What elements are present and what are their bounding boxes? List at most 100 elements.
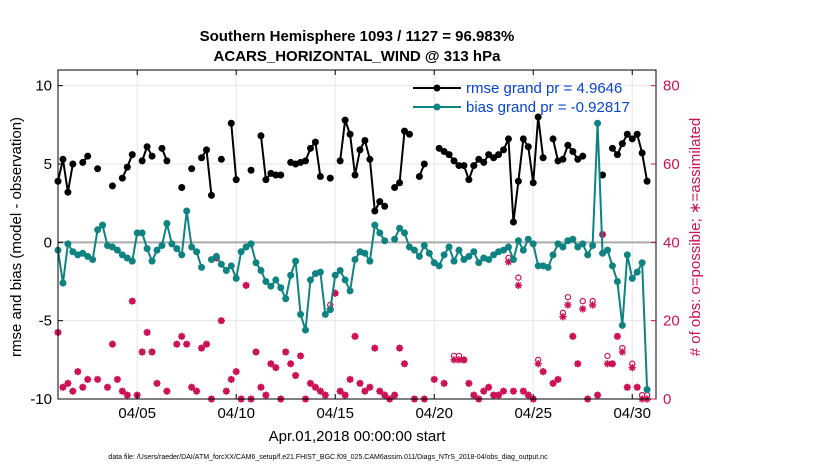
x-tick-label: 04/30 xyxy=(613,405,651,422)
bias-series-line xyxy=(57,210,203,285)
obs-possible-marker xyxy=(579,297,586,305)
bias-point xyxy=(222,267,230,275)
rmse-point xyxy=(351,171,359,179)
rmse-point xyxy=(539,154,547,162)
bias-point xyxy=(589,241,597,249)
obs-assimilated-marker xyxy=(524,391,532,399)
rmse-point xyxy=(356,146,364,154)
y-tick-label-left: -10 xyxy=(30,391,52,408)
rmse-series-line xyxy=(393,130,411,189)
obs-assimilated-marker xyxy=(430,375,438,384)
rmse-point xyxy=(633,130,641,138)
bias-point xyxy=(198,263,206,271)
y-tick-label-right: 0 xyxy=(663,391,671,408)
data-series xyxy=(54,113,651,394)
rmse-point xyxy=(613,151,621,159)
bias-point xyxy=(94,226,102,234)
obs-assimilated-marker xyxy=(153,379,161,387)
rmse-point xyxy=(599,171,607,179)
plot-frame xyxy=(57,69,657,400)
obs-assimilated-marker xyxy=(499,387,508,395)
obs-assimilated-marker xyxy=(108,340,117,348)
rmse-point xyxy=(405,130,413,138)
obs-assimilated-marker xyxy=(574,360,582,368)
obs-assimilated-marker xyxy=(603,360,612,368)
bias-point xyxy=(559,243,567,251)
bias-point xyxy=(232,274,240,282)
rmse-point xyxy=(118,174,126,182)
rmse-point xyxy=(326,174,334,182)
obs-assimilated-marker xyxy=(391,391,399,399)
rmse-series-line xyxy=(57,158,74,194)
obs-assimilated-marker xyxy=(217,317,225,325)
obs-assimilated-marker xyxy=(336,387,344,395)
rmse-point xyxy=(391,184,399,191)
bias-point xyxy=(401,229,409,237)
obs-assimilated-marker xyxy=(371,344,379,352)
obs-assimilated-marker xyxy=(395,344,404,352)
bias-point xyxy=(584,251,592,259)
bias-point xyxy=(173,245,181,253)
rmse-point xyxy=(549,135,557,143)
legend-bias-label: bias grand pr = -0.92817 xyxy=(466,99,630,116)
obs-assimilated-marker xyxy=(633,383,641,391)
bias-point xyxy=(381,237,389,245)
bias-point xyxy=(247,240,255,248)
bias-point xyxy=(64,240,72,248)
rmse-point xyxy=(188,165,196,173)
bias-point xyxy=(396,224,404,232)
bias-point xyxy=(455,246,463,254)
obs-assimilated-marker xyxy=(490,391,498,399)
bias-point xyxy=(603,246,611,254)
bias-point xyxy=(59,279,67,287)
bias-point xyxy=(643,386,651,394)
obs-assimilated-marker xyxy=(267,360,275,368)
x-tick-label: 04/15 xyxy=(316,405,354,422)
rmse-point xyxy=(316,173,324,181)
rmse-point xyxy=(108,182,116,190)
obs-assimilated-marker xyxy=(480,387,488,395)
bias-point xyxy=(519,246,527,254)
rmse-point xyxy=(514,177,522,185)
rmse-point xyxy=(64,188,72,196)
bias-point xyxy=(321,310,329,318)
obs-assimilated-marker xyxy=(178,332,186,340)
obs-assimilated-marker xyxy=(608,360,617,368)
bias-point xyxy=(569,235,577,243)
bias-point xyxy=(292,257,300,265)
bias-point xyxy=(391,235,399,243)
rmse-point xyxy=(361,137,369,144)
obs-assimilated-marker xyxy=(287,360,295,368)
legend-rmse-label: rmse grand pr = 4.9646 xyxy=(466,80,622,97)
y-tick-label-left: 10 xyxy=(35,78,52,95)
bias-point xyxy=(163,220,171,228)
rmse-point xyxy=(232,176,240,184)
rmse-point xyxy=(534,113,542,121)
obs-assimilated-marker xyxy=(64,379,72,387)
obs-assimilated-marker xyxy=(143,328,151,337)
bias-point xyxy=(133,229,141,237)
obs-assimilated-marker xyxy=(296,352,305,360)
obs-assimilated-marker xyxy=(59,383,67,391)
bias-point xyxy=(188,243,196,251)
rmse-point xyxy=(59,155,67,163)
rmse-point xyxy=(396,179,404,187)
bias-point xyxy=(128,257,136,265)
bias-point xyxy=(193,248,201,256)
rmse-point xyxy=(381,202,389,210)
rmse-point xyxy=(500,146,508,154)
obs-assimilated-marker xyxy=(113,375,122,384)
obs-assimilated-marker xyxy=(440,379,448,387)
rmse-point xyxy=(203,146,211,154)
bias-point xyxy=(212,252,220,260)
obs-assimilated-marker xyxy=(257,383,265,391)
obs-assimilated-marker xyxy=(123,391,131,399)
y-tick-label-right: 20 xyxy=(663,313,680,330)
obs-assimilated-marker xyxy=(465,379,473,387)
obs-assimilated-marker xyxy=(366,383,374,391)
bias-point xyxy=(138,229,146,237)
rmse-point xyxy=(480,158,488,166)
bias-point xyxy=(579,240,587,248)
obs-assimilated-marker xyxy=(138,348,146,356)
bias-point xyxy=(470,248,478,256)
